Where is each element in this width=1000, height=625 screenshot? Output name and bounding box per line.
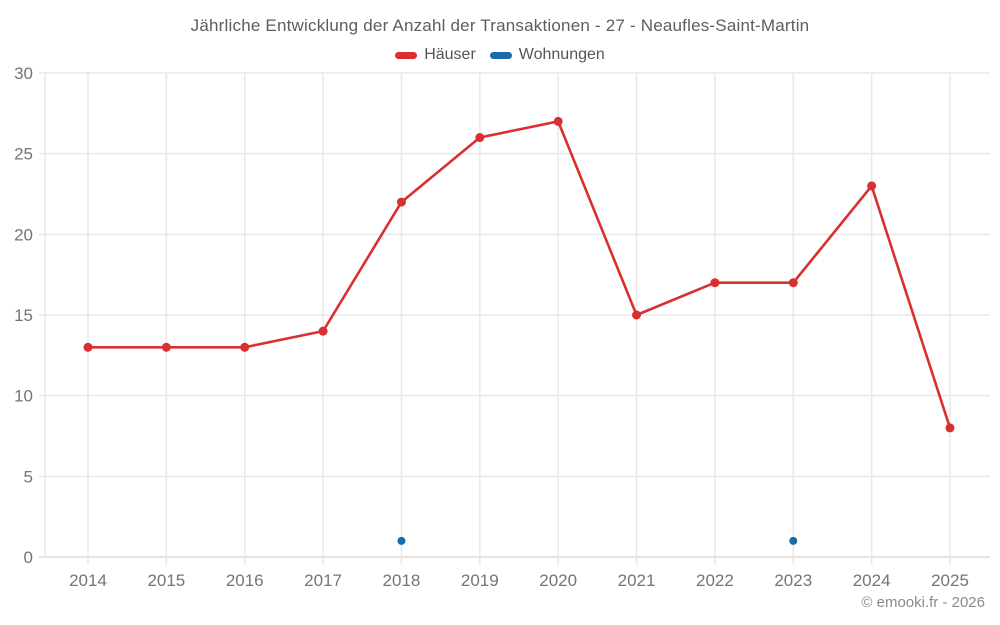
y-tick-label-30: 30: [14, 64, 33, 83]
legend-label-huser: Häuser: [424, 46, 476, 63]
legend-item-huser[interactable]: Häuser: [395, 46, 476, 64]
chart-title: Jährliche Entwicklung der Anzahl der Tra…: [190, 16, 810, 35]
y-tick-label-0: 0: [24, 548, 33, 567]
legend-marker-wohnungen: [489, 51, 512, 59]
data-point-wohnungen-2023[interactable]: [789, 536, 798, 545]
data-point-huser-2015[interactable]: [161, 342, 171, 352]
x-tick-label-2015: 2015: [147, 571, 185, 590]
data-point-huser-2025[interactable]: [945, 423, 955, 433]
y-tick-label-10: 10: [14, 387, 33, 406]
series-line-huser: [86, 120, 952, 430]
data-point-huser-2014[interactable]: [83, 342, 93, 352]
legend-item-wohnungen[interactable]: Wohnungen: [489, 46, 605, 64]
y-tick-label-5: 5: [24, 467, 33, 486]
x-tick-label-2021: 2021: [618, 571, 656, 590]
data-point-huser-2019[interactable]: [475, 133, 485, 143]
x-tick-label-2019: 2019: [461, 571, 499, 590]
copyright-text: © emooki.fr - 2026: [861, 594, 985, 611]
data-point-wohnungen-2018[interactable]: [397, 536, 406, 545]
chart-legend: Häuser Wohnungen: [0, 46, 1000, 64]
data-point-huser-2016[interactable]: [240, 342, 250, 352]
x-tick-label-2018: 2018: [383, 571, 421, 590]
data-point-huser-2024[interactable]: [867, 181, 877, 191]
x-tick-label-2020: 2020: [539, 571, 577, 590]
legend-marker-huser: [395, 51, 418, 59]
data-point-huser-2018[interactable]: [396, 197, 406, 207]
data-point-huser-2023[interactable]: [788, 278, 798, 288]
x-tick-label-2017: 2017: [304, 571, 342, 590]
x-tick-label-2014: 2014: [69, 571, 107, 590]
x-tick-label-2023: 2023: [774, 571, 812, 590]
y-tick-label-25: 25: [14, 145, 33, 164]
y-tick-label-15: 15: [14, 306, 33, 325]
data-point-huser-2021[interactable]: [632, 310, 642, 320]
data-point-huser-2017[interactable]: [318, 326, 328, 336]
y-tick-label-20: 20: [14, 225, 33, 244]
data-point-huser-2022[interactable]: [710, 278, 720, 288]
x-tick-label-2022: 2022: [696, 571, 734, 590]
legend-label-wohnungen: Wohnungen: [518, 46, 605, 63]
data-point-huser-2020[interactable]: [553, 116, 563, 126]
x-tick-label-2016: 2016: [226, 571, 264, 590]
x-tick-label-2024: 2024: [853, 571, 891, 590]
x-tick-label-2025: 2025: [931, 571, 969, 590]
